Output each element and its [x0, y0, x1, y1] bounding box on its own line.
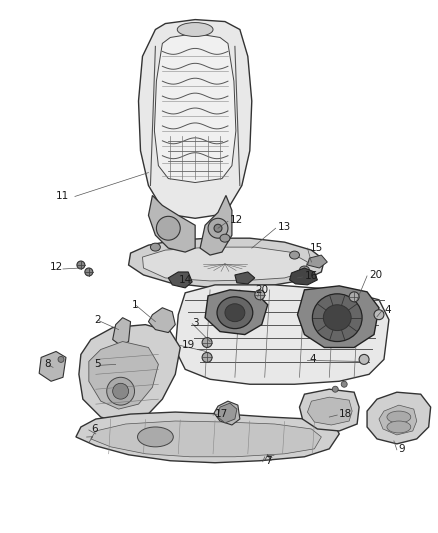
Polygon shape — [214, 401, 240, 425]
Ellipse shape — [374, 310, 384, 320]
Polygon shape — [175, 285, 389, 384]
Text: 17: 17 — [215, 409, 228, 419]
Text: 16: 16 — [304, 271, 318, 281]
Polygon shape — [39, 351, 66, 381]
Ellipse shape — [107, 377, 134, 405]
Polygon shape — [148, 308, 175, 333]
Ellipse shape — [220, 234, 230, 242]
Ellipse shape — [177, 22, 213, 36]
Polygon shape — [155, 34, 236, 182]
Polygon shape — [200, 196, 232, 255]
Polygon shape — [235, 272, 255, 284]
Polygon shape — [168, 272, 192, 288]
Ellipse shape — [341, 381, 347, 387]
Polygon shape — [142, 247, 307, 281]
Ellipse shape — [387, 421, 411, 433]
Polygon shape — [89, 342, 159, 409]
Text: 4: 4 — [384, 305, 391, 314]
Polygon shape — [79, 325, 180, 424]
Text: 12: 12 — [50, 262, 63, 272]
Text: 7: 7 — [265, 456, 271, 466]
Ellipse shape — [217, 297, 253, 329]
Text: 5: 5 — [94, 359, 101, 369]
Polygon shape — [138, 20, 252, 219]
Ellipse shape — [113, 383, 129, 399]
Polygon shape — [290, 268, 318, 285]
Ellipse shape — [290, 251, 300, 259]
Ellipse shape — [387, 411, 411, 423]
Text: 12: 12 — [230, 215, 243, 225]
Polygon shape — [205, 290, 268, 335]
Text: 20: 20 — [369, 270, 382, 280]
Ellipse shape — [138, 427, 173, 447]
Text: 4: 4 — [309, 354, 316, 365]
Ellipse shape — [58, 357, 64, 362]
Text: 3: 3 — [192, 318, 199, 328]
Ellipse shape — [202, 337, 212, 348]
Polygon shape — [129, 238, 324, 287]
Ellipse shape — [323, 305, 351, 330]
Polygon shape — [300, 389, 359, 431]
Text: 2: 2 — [94, 314, 101, 325]
Text: 13: 13 — [278, 222, 291, 232]
Polygon shape — [218, 403, 237, 423]
Text: 15: 15 — [309, 243, 323, 253]
Ellipse shape — [332, 386, 338, 392]
Ellipse shape — [208, 219, 228, 238]
Ellipse shape — [225, 304, 245, 321]
Text: 1: 1 — [132, 300, 138, 310]
Ellipse shape — [300, 266, 309, 274]
Polygon shape — [307, 255, 327, 268]
Ellipse shape — [156, 216, 180, 240]
Polygon shape — [148, 196, 195, 252]
Text: 9: 9 — [399, 444, 406, 454]
Ellipse shape — [255, 290, 265, 300]
Ellipse shape — [85, 268, 93, 276]
Ellipse shape — [202, 352, 212, 362]
Ellipse shape — [312, 294, 362, 342]
Ellipse shape — [77, 261, 85, 269]
Polygon shape — [113, 318, 131, 345]
Polygon shape — [297, 286, 379, 348]
Polygon shape — [367, 392, 431, 444]
Text: 6: 6 — [91, 424, 97, 434]
Polygon shape — [379, 405, 417, 435]
Ellipse shape — [349, 292, 359, 302]
Text: 18: 18 — [339, 409, 353, 419]
Text: 14: 14 — [179, 275, 192, 285]
Ellipse shape — [214, 224, 222, 232]
Text: 8: 8 — [44, 359, 51, 369]
Polygon shape — [307, 397, 352, 425]
Text: 19: 19 — [182, 340, 195, 350]
Text: 20: 20 — [255, 285, 268, 295]
Polygon shape — [91, 421, 321, 457]
Text: 11: 11 — [56, 191, 69, 201]
Polygon shape — [76, 412, 339, 463]
Ellipse shape — [359, 354, 369, 365]
Ellipse shape — [150, 243, 160, 251]
